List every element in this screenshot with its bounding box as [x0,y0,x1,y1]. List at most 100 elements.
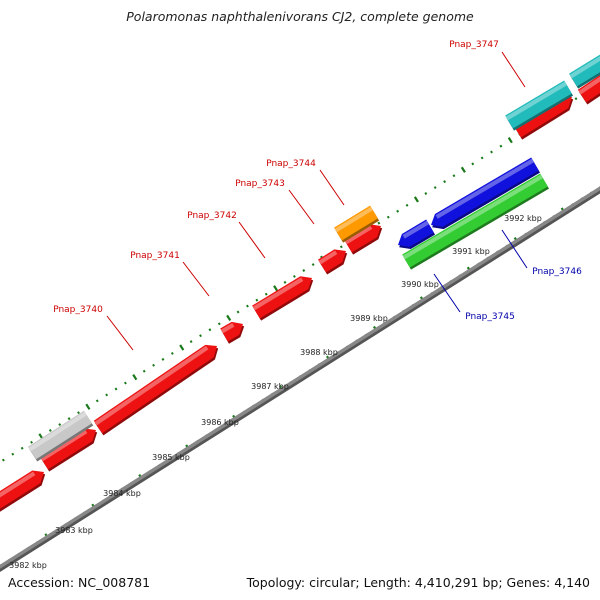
tick-mark [30,440,33,444]
tick-mark [413,196,419,203]
tick-mark [208,328,212,332]
scale-label: 3990 kbp [401,280,439,289]
gene-label-reverse[interactable]: Pnap_3745 [465,312,515,322]
tick-mark [452,174,456,178]
gene-label-forward[interactable]: Pnap_3741 [130,251,180,261]
scale-label: 3989 kbp [350,314,388,323]
gene-arrow-blue[interactable] [398,219,436,250]
label-leader-lines [106,51,528,351]
tick-mark [302,269,306,272]
tick-mark [405,203,409,207]
gene-label-reverse[interactable]: Pnap_3746 [532,267,582,277]
leader-line [182,261,210,297]
tick-mark [142,369,146,373]
genome-summary-text: Topology: circular; Length: 4,410,291 bp… [246,575,590,590]
tick-mark [132,374,138,381]
leader-line [501,51,526,88]
gene-arrow-blue[interactable] [431,157,540,230]
tick-mark [67,417,71,421]
tick-mark [480,156,484,160]
tick-mark [48,428,52,432]
genome-title: Polaromonas naphthalenivorans CJ2, compl… [126,9,474,24]
tick-mark [105,393,109,397]
scale-label: 3985 kbp [152,453,190,462]
gene-label-forward[interactable]: Pnap_3744 [266,159,316,169]
accession-text: Accession: NC_008781 [8,575,151,590]
tick-mark [217,322,221,326]
backbone-line [0,186,600,569]
scale-label: 3983 kbp [55,526,93,535]
tick-mark [226,314,232,322]
scale-label: 3988 kbp [300,348,338,357]
tick-mark [460,166,466,173]
gene-arrow-red[interactable] [0,470,46,513]
scale-label: 3987 kbp [251,382,289,391]
gene-arrow-red[interactable] [93,344,219,436]
leader-line [433,273,461,313]
tick-mark [236,310,240,314]
leader-line [106,315,134,351]
tick-mark [490,150,493,154]
feature-grey[interactable] [27,410,94,462]
gene-arrow-red[interactable] [577,74,600,105]
leader-line [501,229,528,269]
scale-label: 3992 kbp [504,214,542,223]
tick-mark [292,274,296,278]
tick-mark [179,344,185,351]
tick-mark [471,162,475,166]
tick-mark [152,363,156,367]
tick-mark [58,423,62,426]
scale-label: 3991 kbp [452,247,490,256]
gene-arrow-red[interactable] [39,428,98,472]
tick-mark [264,292,268,296]
leader-line [319,169,345,206]
genome-backbone [0,186,600,572]
tick-mark [85,403,91,410]
scale-label: 3984 kbp [103,489,141,498]
leader-line [238,221,266,259]
tick-mark [199,334,202,338]
tick-mark [123,381,127,385]
tick-mark [161,357,165,361]
feature-track [0,50,600,513]
feature-orange[interactable] [334,205,380,243]
tick-mark [255,298,259,302]
tick-mark [95,399,99,403]
tick-mark [507,137,513,144]
feature-cyan[interactable] [505,80,574,131]
tick-mark [424,192,428,195]
gene-labels: Pnap_3740 Pnap_3741 Pnap_3742 Pnap_3743 Pnap… [53,40,582,322]
feature-green[interactable] [402,173,549,270]
gene-label-forward[interactable]: Pnap_3743 [235,179,285,189]
tick-mark [433,186,437,190]
tick-mark [11,452,15,456]
tick-mark [443,180,447,184]
tick-mark [114,387,118,391]
tick-mark [499,144,503,148]
scale-label: 3986 kbp [201,418,239,427]
gene-arrow-red[interactable] [344,224,383,255]
tick-mark [386,215,390,219]
tick-mark [246,304,249,308]
tick-mark [574,97,578,101]
tick-mark [273,285,279,292]
gene-label-forward[interactable]: Pnap_3742 [187,211,237,221]
tick-mark [339,245,343,249]
gene-arrow-red[interactable] [252,276,314,321]
tick-mark [377,221,381,225]
tick-mark [283,280,287,284]
gene-arrow-red[interactable] [220,321,245,344]
tick-mark [1,458,5,462]
tick-mark [77,411,80,415]
tick-mark [311,263,315,267]
tick-mark [170,351,174,355]
feature-cyan[interactable] [569,50,600,89]
gene-label-forward[interactable]: Pnap_3747 [449,40,499,50]
gene-arrow-red[interactable] [318,249,348,275]
scale-label: 3982 kbp [9,561,47,570]
leader-line [288,189,315,225]
gene-label-forward[interactable]: Pnap_3740 [53,305,103,315]
scale-labels: 3982 kbp 3983 kbp 3984 kbp 3985 kbp 3986 kbp… [9,214,542,570]
